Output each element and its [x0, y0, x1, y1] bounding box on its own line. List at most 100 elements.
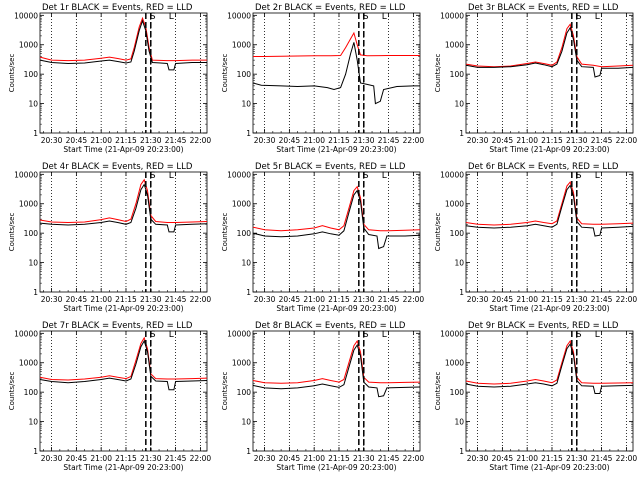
- annotation-l: L: [169, 12, 174, 22]
- plot-frame: [252, 12, 421, 134]
- y-tick-label: 10000: [440, 170, 464, 179]
- chart-title: Det 7r BLACK = Events, RED = LLD: [42, 321, 193, 331]
- y-tick-label: 10: [241, 100, 251, 109]
- y-tick-label: 10000: [440, 11, 464, 20]
- y-axis-label: Counts/sec: [221, 372, 229, 411]
- x-tick-label: 20:45: [279, 295, 301, 304]
- chart-title: Det 1r BLACK = Events, RED = LLD: [42, 3, 193, 13]
- x-tick-label: 21:15: [541, 295, 563, 304]
- x-tick-label: 20:30: [41, 295, 63, 304]
- y-tick-label: 1: [33, 129, 38, 138]
- x-axis-label: Start Time (21-Apr-09 20:23:00): [63, 463, 183, 472]
- annotation-l: L: [382, 171, 387, 181]
- x-tick-label: 20:30: [41, 136, 63, 145]
- y-tick-label: 1: [246, 447, 251, 456]
- y-axis-label: Counts/sec: [8, 213, 16, 252]
- series-line-lld: [252, 185, 421, 232]
- x-tick-label: 20:45: [279, 454, 301, 463]
- series-line-lld: [39, 336, 208, 381]
- y-tick-label: 10: [454, 259, 464, 268]
- y-tick-label: 1000: [232, 359, 251, 368]
- y-tick-label: 1000: [445, 41, 464, 50]
- series-line-lld: [39, 16, 207, 62]
- x-axis-label: Start Time (21-Apr-09 20:23:00): [276, 463, 396, 472]
- y-tick-label: 10000: [227, 11, 251, 20]
- chart-title: Det 3r BLACK = Events, RED = LLD: [468, 3, 619, 13]
- chart-panel-2r: Det 2r BLACK = Events, RED = LLD 20:30 20:…: [221, 3, 424, 154]
- chart-panel-6r: Det 6r BLACK = Events, RED = LLD 20:30 20:…: [434, 162, 637, 313]
- plot-frame: [465, 12, 634, 134]
- y-axis-label: Counts/sec: [434, 213, 442, 252]
- x-tick-label: 21:15: [328, 454, 350, 463]
- y-tick-label: 100: [237, 70, 252, 79]
- y-tick-label: 1000: [19, 359, 38, 368]
- x-tick-label: 21:00: [303, 295, 325, 304]
- x-tick-label: 21:15: [115, 295, 137, 304]
- x-tick-label: 20:30: [467, 295, 489, 304]
- y-tick-label: 10: [28, 418, 38, 427]
- series-line-lld: [253, 31, 420, 57]
- y-tick-label: 100: [24, 388, 39, 397]
- annotation-s: S: [576, 171, 582, 181]
- y-axis-label: Counts/sec: [221, 54, 229, 93]
- chart-panel-7r: Det 7r BLACK = Events, RED = LLD 20:30 20:…: [8, 321, 211, 472]
- y-tick-label: 10: [28, 259, 38, 268]
- x-tick-label: 20:45: [66, 295, 88, 304]
- y-tick-label: 10: [454, 100, 464, 109]
- y-tick-label: 100: [450, 229, 465, 238]
- x-tick-label: 21:45: [378, 295, 400, 304]
- x-tick-label: 22:00: [190, 454, 212, 463]
- x-tick-label: 21:45: [378, 454, 400, 463]
- x-tick-label: 20:30: [254, 454, 276, 463]
- x-axis-label: Start Time (21-Apr-09 20:23:00): [63, 145, 183, 154]
- x-tick-label: 20:45: [492, 454, 514, 463]
- x-tick-label: 20:45: [492, 295, 514, 304]
- series-line-lld: [252, 339, 421, 384]
- x-tick-label: 22:00: [190, 295, 212, 304]
- chart-title: Det 2r BLACK = Events, RED = LLD: [255, 3, 406, 13]
- x-tick-label: 21:15: [328, 136, 350, 145]
- y-tick-label: 1000: [232, 200, 251, 209]
- y-axis-label: Counts/sec: [434, 372, 442, 411]
- annotation-l: L: [169, 171, 174, 181]
- x-tick-label: 21:30: [140, 454, 162, 463]
- x-tick-label: 21:00: [303, 454, 325, 463]
- x-tick-label: 21:45: [591, 454, 613, 463]
- plot-frame: [465, 330, 634, 452]
- annotation-s: S: [576, 330, 582, 340]
- x-tick-label: 20:45: [279, 136, 301, 145]
- x-tick-label: 20:30: [254, 295, 276, 304]
- x-tick-label: 21:45: [591, 136, 613, 145]
- annotation-l: L: [595, 12, 600, 22]
- series-line-events: [252, 343, 421, 398]
- chart-title: Det 8r BLACK = Events, RED = LLD: [255, 321, 406, 331]
- annotation-l: L: [382, 12, 387, 22]
- y-tick-label: 1000: [445, 359, 464, 368]
- y-tick-label: 100: [450, 388, 465, 397]
- chart-panel-3r: Det 3r BLACK = Events, RED = LLD 20:30 20:…: [434, 3, 637, 154]
- plot-frame: [39, 171, 208, 293]
- series-line-lld: [465, 23, 634, 68]
- series-line-events: [39, 183, 208, 233]
- x-tick-label: 21:30: [566, 136, 588, 145]
- x-tick-label: 22:00: [403, 136, 425, 145]
- x-tick-label: 21:00: [90, 454, 112, 463]
- chart-title: Det 4r BLACK = Events, RED = LLD: [42, 162, 193, 172]
- x-tick-label: 21:45: [591, 295, 613, 304]
- y-tick-label: 10000: [227, 329, 251, 338]
- annotation-s: S: [363, 330, 369, 340]
- y-tick-label: 10: [28, 100, 38, 109]
- y-tick-label: 1000: [19, 41, 38, 50]
- x-tick-label: 21:00: [90, 136, 112, 145]
- chart-panel-5r: Det 5r BLACK = Events, RED = LLD 20:30 20:…: [221, 162, 424, 313]
- chart-title: Det 6r BLACK = Events, RED = LLD: [468, 162, 619, 172]
- x-tick-label: 21:30: [140, 136, 162, 145]
- y-tick-label: 1000: [19, 200, 38, 209]
- y-tick-label: 100: [237, 388, 252, 397]
- y-tick-label: 1: [33, 447, 38, 456]
- x-tick-label: 21:00: [516, 136, 538, 145]
- annotation-s: S: [150, 330, 156, 340]
- y-tick-label: 10000: [14, 170, 38, 179]
- x-tick-label: 21:15: [541, 454, 563, 463]
